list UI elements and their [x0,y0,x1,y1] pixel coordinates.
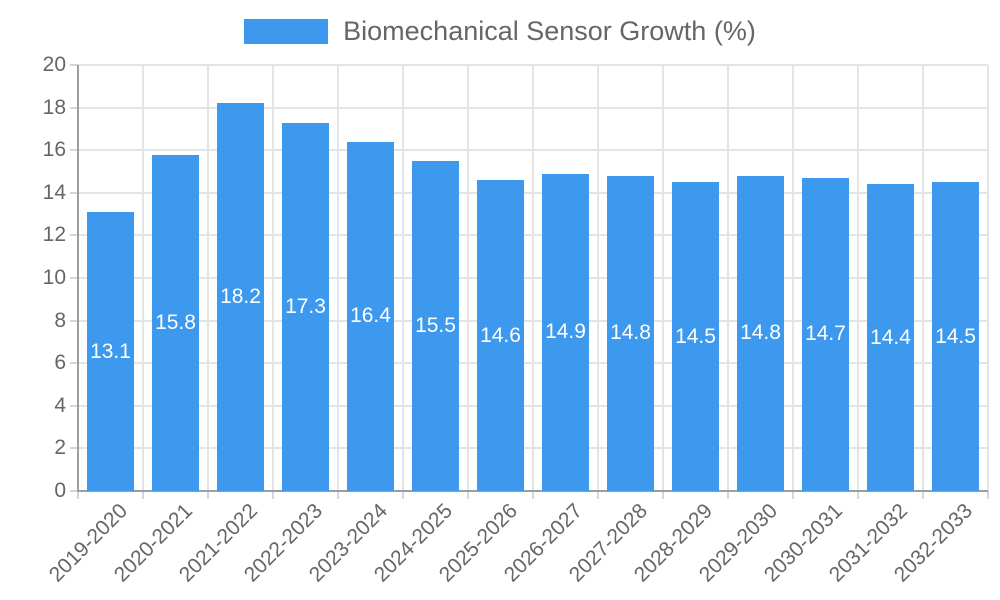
bar-2022-2023[interactable]: 17.3 [282,122,329,491]
bar-value-label: 14.5 [935,324,976,348]
y-axis-tick-label: 6 [54,351,66,374]
x-axis-tick [532,491,534,499]
x-gridline [207,65,209,491]
bar-2027-2028[interactable]: 14.8 [607,175,654,491]
y-axis-tick-label: 16 [42,138,66,161]
x-axis-tick [792,491,794,499]
y-axis-tick-label: 2 [54,436,66,459]
bar-value-label: 14.4 [870,325,911,349]
x-axis-tick [922,491,924,499]
y-axis-tick [70,447,78,449]
y-axis-tick [70,234,78,236]
bar-2024-2025[interactable]: 15.5 [412,160,459,491]
y-axis-tick [70,490,78,492]
y-axis-tick-label: 10 [42,266,66,289]
bar-2020-2021[interactable]: 15.8 [152,154,199,491]
y-axis-tick-label: 8 [54,309,66,332]
x-gridline [662,65,664,491]
y-axis-tick-label: 12 [42,223,66,246]
y-axis-tick [70,362,78,364]
y-axis-tick-label: 14 [42,181,66,204]
bar-value-label: 14.6 [480,323,521,347]
x-axis-tick [597,491,599,499]
x-gridline [857,65,859,491]
bar-2021-2022[interactable]: 18.2 [217,103,264,491]
bar-2032-2033[interactable]: 14.5 [932,182,979,491]
x-axis-tick [142,491,144,499]
bar-value-label: 15.5 [415,313,456,337]
x-gridline [532,65,534,491]
x-gridline [142,65,144,491]
bar-2028-2029[interactable]: 14.5 [672,182,719,491]
x-gridline [727,65,729,491]
x-gridline [597,65,599,491]
y-axis-tick [70,107,78,109]
x-axis-tick [727,491,729,499]
bar-2031-2032[interactable]: 14.4 [867,184,914,491]
y-axis-tick [70,64,78,66]
y-axis-tick [70,192,78,194]
y-axis-tick-label: 0 [54,479,66,502]
y-axis-tick [70,405,78,407]
bar-value-label: 18.2 [220,285,261,309]
bar-2023-2024[interactable]: 16.4 [347,141,394,491]
legend[interactable]: Biomechanical Sensor Growth (%) [0,18,1000,45]
x-axis-tick [987,491,989,499]
bar-value-label: 14.9 [545,320,586,344]
legend-label: Biomechanical Sensor Growth (%) [343,16,756,46]
y-axis-tick-label: 4 [54,394,66,417]
x-gridline [922,65,924,491]
legend-swatch [244,19,329,44]
bar-value-label: 14.8 [610,321,651,345]
y-axis-tick-label: 18 [42,96,66,119]
bar-2019-2020[interactable]: 13.1 [87,212,134,491]
bar-2030-2031[interactable]: 14.7 [802,177,849,491]
x-gridline [987,65,989,491]
x-axis-tick [857,491,859,499]
bar-value-label: 17.3 [285,294,326,318]
x-gridline [272,65,274,491]
y-axis-tick [70,320,78,322]
x-gridline [467,65,469,491]
x-axis-tick [662,491,664,499]
x-gridline [792,65,794,491]
bar-value-label: 14.5 [675,324,716,348]
x-gridline [337,65,339,491]
bar-value-label: 13.1 [90,339,131,363]
x-axis-tick [77,491,79,499]
x-gridline [402,65,404,491]
x-axis-line [77,490,988,492]
bar-value-label: 14.8 [740,321,781,345]
bar-2029-2030[interactable]: 14.8 [737,175,784,491]
bar-value-label: 15.8 [155,310,196,334]
x-axis-tick [207,491,209,499]
y-axis-tick-label: 20 [42,53,66,76]
bar-value-label: 14.7 [805,322,846,346]
y-axis-line [77,65,79,491]
x-axis-tick [467,491,469,499]
y-axis-tick [70,277,78,279]
bar-value-label: 16.4 [350,304,391,328]
x-axis-tick [337,491,339,499]
x-axis-tick [402,491,404,499]
x-axis-tick [272,491,274,499]
bar-2025-2026[interactable]: 14.6 [477,180,524,491]
bar-2026-2027[interactable]: 14.9 [542,173,589,491]
y-axis-tick [70,149,78,151]
